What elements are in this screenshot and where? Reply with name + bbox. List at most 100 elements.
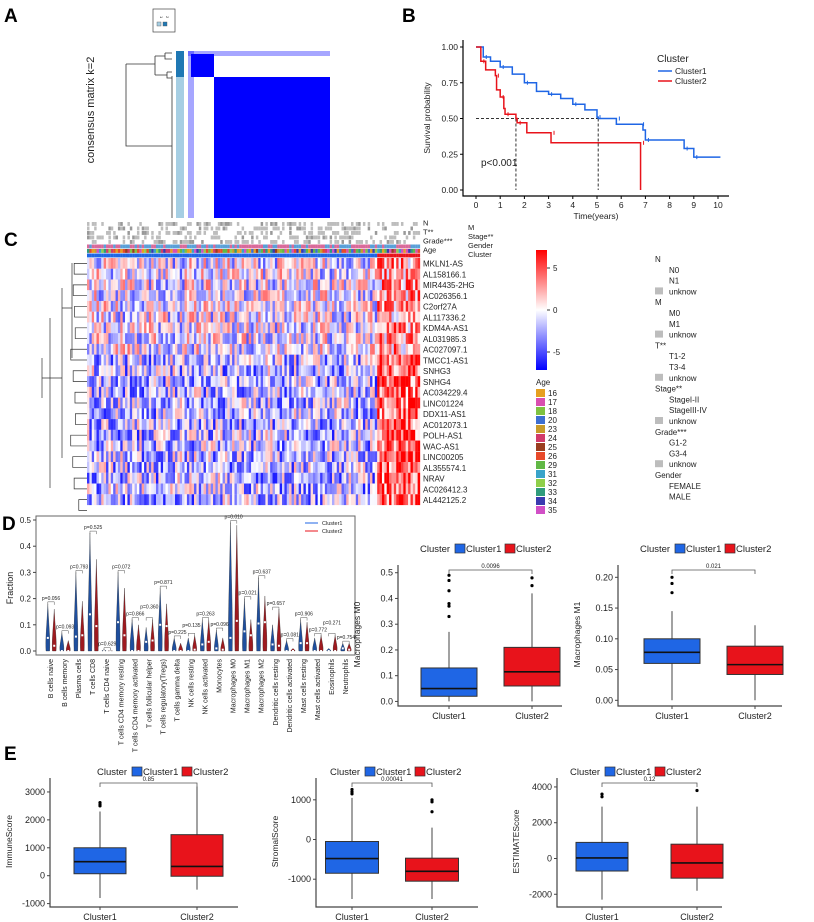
heatmap-cell <box>167 494 171 506</box>
significance-bracket <box>601 782 698 787</box>
gene-label: AL031985.3 <box>423 335 467 344</box>
annotation-cell <box>220 249 223 253</box>
annotation-cell <box>255 244 259 249</box>
heatmap-cell <box>103 397 107 409</box>
heatmap-cell <box>267 429 271 441</box>
heatmap-cell <box>282 322 285 334</box>
x-tick-label: Cluster1 <box>335 912 369 922</box>
heatmap-cell <box>165 494 169 506</box>
annotation-cell <box>346 235 349 240</box>
heatmap-cell <box>389 376 392 387</box>
legend-group-title: Stage** <box>655 385 682 394</box>
heatmap-cell <box>170 258 173 269</box>
heatmap-cell <box>232 343 235 355</box>
heatmap-cell <box>329 440 333 452</box>
x-tick-label: T cells regulatory(Tregs) <box>160 659 167 734</box>
annotation-cell <box>198 253 202 258</box>
heatmap-cell <box>355 483 359 495</box>
heatmap-cell <box>241 472 245 484</box>
annotation-cell <box>91 244 95 249</box>
heatmap-cell <box>208 354 211 366</box>
heatmap-cell <box>232 300 235 312</box>
heatmap-cell <box>144 311 147 323</box>
annotation-cell <box>186 240 190 244</box>
heatmap-cell <box>134 462 138 473</box>
heatmap-cell <box>267 386 271 398</box>
heatmap-cell <box>400 440 404 452</box>
heatmap-cell <box>265 365 268 377</box>
heatmap-cell <box>251 408 254 420</box>
heatmap-cell <box>365 408 368 420</box>
annotation-cell <box>184 249 187 253</box>
heatmap-cell <box>260 343 264 355</box>
heatmap-cell <box>251 376 254 387</box>
heatmap-cell <box>258 397 261 409</box>
heatmap-cell <box>348 333 352 345</box>
heatmap-cell <box>353 322 356 334</box>
annotation-cell <box>217 249 221 253</box>
heatmap-cell <box>89 258 92 269</box>
heatmap-cell <box>125 440 128 452</box>
heatmap-cell <box>129 462 133 473</box>
annotation-cell <box>360 240 364 244</box>
heatmap-cell <box>353 258 356 269</box>
heatmap-cell <box>191 300 195 312</box>
heatmap-cell <box>381 290 385 302</box>
heatmap-cell <box>417 258 421 269</box>
heatmap-cell <box>153 494 157 506</box>
heatmap-cell <box>351 322 354 334</box>
heatmap-cell <box>312 408 316 420</box>
heatmap-cell <box>291 408 295 420</box>
heatmap-cell <box>184 408 188 420</box>
heatmap-cell <box>265 258 268 269</box>
heatmap-cell <box>106 397 109 409</box>
heatmap-cell <box>379 386 383 398</box>
heatmap-cell <box>134 408 138 420</box>
annotation-cell <box>303 244 306 249</box>
heatmap-cell <box>134 333 138 345</box>
legend-label: 2 <box>165 16 170 19</box>
heatmap-cell <box>267 268 271 280</box>
heatmap-cell <box>315 472 318 484</box>
y-tick-label: -2000 <box>529 889 552 899</box>
annotation-cell <box>398 249 402 253</box>
heatmap-cell <box>201 462 204 473</box>
heatmap-cell <box>331 333 335 345</box>
heatmap-cell <box>194 268 197 280</box>
heatmap-cell <box>91 268 95 280</box>
heatmap-cell <box>167 268 171 280</box>
heatmap-cell <box>372 397 375 409</box>
heatmap-cell <box>320 494 323 506</box>
heatmap-cell <box>346 483 349 495</box>
heatmap-cell <box>120 429 123 441</box>
annotation-track <box>87 235 416 240</box>
heatmap-cell <box>389 258 392 269</box>
heatmap-cell <box>317 311 321 323</box>
heatmap-cell <box>405 440 409 452</box>
heatmap-cell <box>410 258 414 269</box>
heatmap-cell <box>286 376 290 387</box>
heatmap-cell <box>393 462 397 473</box>
heatmap-cell <box>322 268 326 280</box>
axes <box>315 778 478 908</box>
heatmap-cell <box>191 322 195 334</box>
heatmap-cell <box>186 258 190 269</box>
gene-label: SNHG4 <box>423 378 451 387</box>
heatmap-cell <box>110 268 114 280</box>
p-value: p=0.906 <box>295 612 313 618</box>
heatmap-cell <box>320 472 323 484</box>
heatmap-cell <box>272 472 276 484</box>
annotation-cell <box>410 226 413 231</box>
annotation-cell <box>120 222 123 226</box>
heatmap-cell <box>412 311 416 323</box>
heatmap-cell <box>370 279 373 291</box>
heatmap-cell <box>151 376 154 387</box>
heatmap-cell <box>336 354 340 366</box>
legend-item: unknow <box>669 331 697 340</box>
heatmap-cell <box>186 408 190 420</box>
heatmap-cell <box>343 365 347 377</box>
heatmap-cell <box>139 451 142 463</box>
heatmap-cell <box>374 333 378 345</box>
heatmap-cell <box>110 440 114 452</box>
heatmap-cell <box>301 397 304 409</box>
